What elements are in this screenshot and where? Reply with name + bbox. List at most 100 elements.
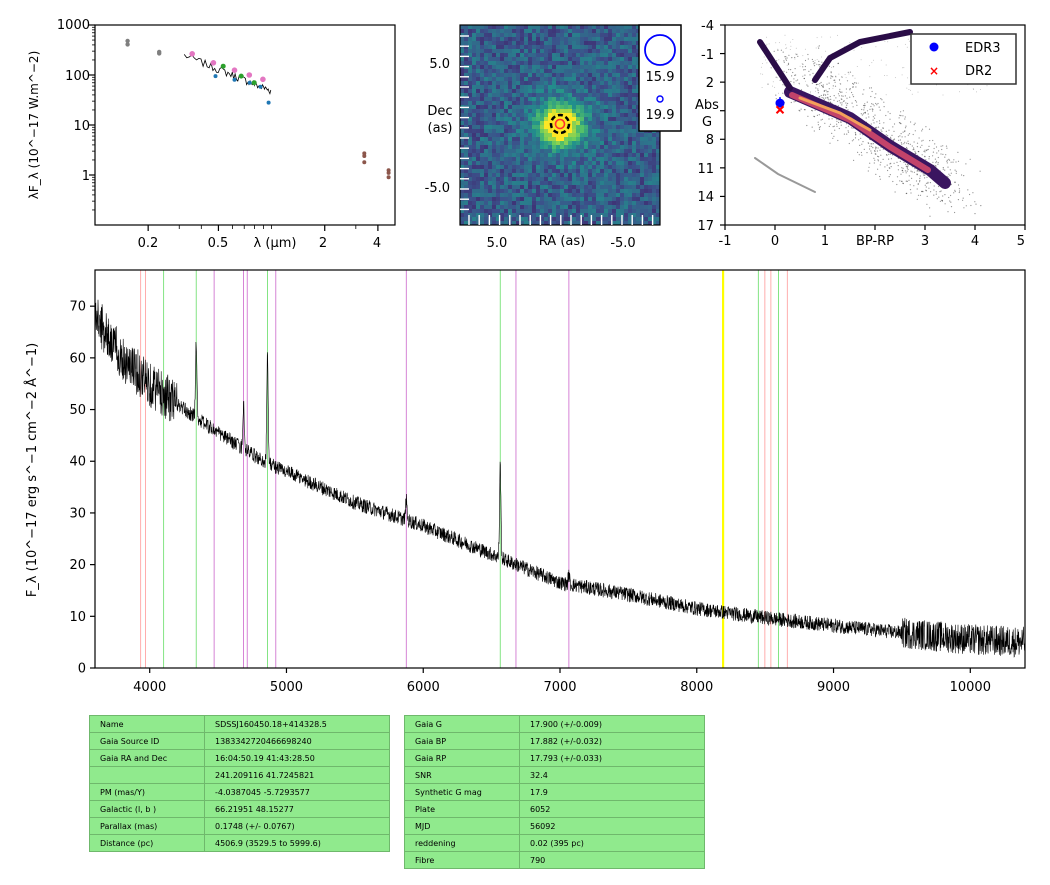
image-pixel [508, 33, 513, 38]
image-pixel [516, 41, 521, 46]
image-pixel [620, 181, 625, 186]
hr-background-dot [790, 69, 792, 71]
image-pixel [492, 165, 497, 170]
table-value-cell: 17.9 [519, 783, 705, 801]
image-pixel [624, 181, 629, 186]
image-pixel [544, 81, 549, 86]
image-pixel [608, 45, 613, 50]
hr-background-dot [901, 143, 903, 145]
image-pixel [480, 157, 485, 162]
hr-background-dot [843, 100, 845, 102]
image-pixel [496, 61, 501, 66]
image-pixel [604, 213, 609, 218]
hr-background-dot [812, 60, 814, 63]
hr-background-dot [921, 144, 923, 146]
image-pixel [628, 57, 633, 62]
image-pixel [468, 185, 473, 190]
hr-background-dot [795, 53, 797, 56]
image-pixel [476, 29, 481, 34]
image-pixel [488, 153, 493, 158]
image-pixel [528, 101, 533, 106]
image-pixel [644, 201, 649, 206]
image-pixel [528, 185, 533, 190]
image-pixel [500, 97, 505, 102]
hr-legend-box [910, 33, 1017, 85]
image-pixel [632, 149, 637, 154]
image-pixel [632, 73, 637, 78]
hr-background-dot [785, 48, 787, 49]
image-pixel [632, 129, 637, 134]
image-pixel [648, 213, 653, 218]
image-pixel [636, 173, 641, 178]
image-pixel [492, 125, 497, 130]
image-pixel [488, 145, 493, 150]
image-pixel [524, 137, 529, 142]
image-pixel [628, 205, 633, 210]
image-pixel [516, 109, 521, 114]
image-pixel [488, 137, 493, 142]
image-pixel [584, 117, 589, 122]
hr-background-dot [832, 66, 835, 68]
table-key-cell: Gaia RP [404, 749, 520, 767]
image-pixel [492, 25, 497, 30]
image-pixel [604, 109, 609, 114]
hr-background-dot [823, 90, 825, 92]
image-pixel [500, 221, 505, 225]
image-pixel [592, 57, 597, 62]
image-pixel [588, 69, 593, 74]
image-pixel [584, 141, 589, 146]
image-pixel [560, 145, 565, 150]
image-pixel [636, 105, 641, 110]
image-pixel [520, 197, 525, 202]
image-pixel [460, 169, 465, 174]
image-pixel [512, 181, 517, 186]
image-pixel [468, 41, 473, 46]
image-pixel [492, 105, 497, 110]
image-pixel [464, 57, 469, 62]
image-pixel [652, 133, 657, 138]
image-pixel [524, 209, 529, 214]
image-pixel [512, 189, 517, 194]
hr-xtick-4: 4 [971, 234, 979, 249]
image-pixel [628, 53, 633, 58]
hr-background-dot [832, 87, 834, 89]
image-pixel [600, 165, 605, 170]
image-pixel [500, 69, 505, 74]
image-pixel [608, 49, 613, 54]
hr-background-dot [887, 169, 889, 172]
image-pixel [504, 213, 509, 218]
image-pixel [524, 193, 529, 198]
hr-background-dot [944, 203, 946, 205]
hr-background-dot [907, 168, 909, 171]
image-pixel [548, 65, 553, 70]
image-pixel [484, 33, 489, 38]
image-pixel [504, 173, 509, 178]
image-pixel [588, 149, 593, 154]
hr-xtick-3: 3 [921, 234, 929, 249]
image-pixel [576, 53, 581, 58]
image-pixel [648, 169, 653, 174]
image-pixel [552, 65, 557, 70]
image-pixel [540, 89, 545, 94]
hr-background-dot [839, 102, 841, 104]
image-pixel [552, 45, 557, 50]
hr-background-dot [892, 180, 894, 183]
image-pixel [516, 117, 521, 122]
image-pixel [484, 37, 489, 42]
image-pixel [596, 121, 601, 126]
hr-background-dot [896, 176, 899, 178]
image-pixel [620, 105, 625, 110]
image-pixel [544, 137, 549, 142]
hr-background-dot [793, 83, 795, 85]
image-pixel [556, 77, 561, 82]
image-pixel [608, 197, 613, 202]
hr-background-dot [944, 156, 946, 158]
image-pixel [516, 149, 521, 154]
hr-background-dot [863, 89, 865, 91]
image-pixel [528, 37, 533, 42]
image-pixel [656, 185, 660, 190]
image-pixel [544, 45, 549, 50]
image-pixel [580, 109, 585, 114]
image-pixel [556, 177, 561, 182]
hr-background-dot [897, 136, 900, 138]
